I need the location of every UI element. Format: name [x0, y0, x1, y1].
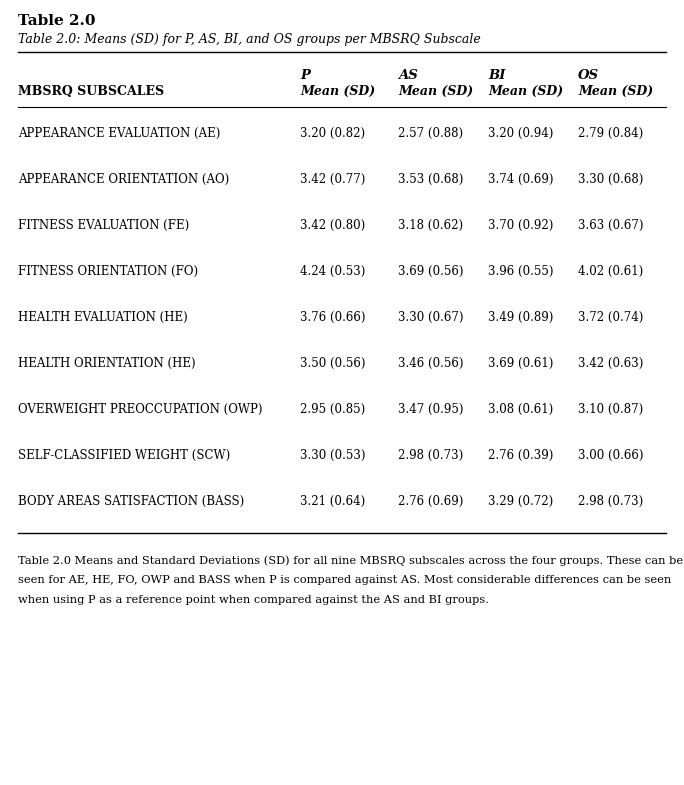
Text: 3.10 (0.87): 3.10 (0.87) — [578, 403, 643, 416]
Text: 3.20 (0.94): 3.20 (0.94) — [488, 127, 553, 140]
Text: 3.72 (0.74): 3.72 (0.74) — [578, 311, 644, 324]
Text: Mean (SD): Mean (SD) — [488, 85, 563, 98]
Text: 3.30 (0.67): 3.30 (0.67) — [398, 311, 464, 324]
Text: BODY AREAS SATISFACTION (BASS): BODY AREAS SATISFACTION (BASS) — [18, 495, 244, 508]
Text: Mean (SD): Mean (SD) — [300, 85, 375, 98]
Text: HEALTH ORIENTATION (HE): HEALTH ORIENTATION (HE) — [18, 357, 196, 370]
Text: 3.47 (0.95): 3.47 (0.95) — [398, 403, 464, 416]
Text: 3.21 (0.64): 3.21 (0.64) — [300, 495, 365, 508]
Text: 3.30 (0.68): 3.30 (0.68) — [578, 173, 644, 186]
Text: 3.74 (0.69): 3.74 (0.69) — [488, 173, 553, 186]
Text: Table 2.0: Means (SD) for P, AS, BI, and OS groups per MBSRQ Subscale: Table 2.0: Means (SD) for P, AS, BI, and… — [18, 33, 481, 46]
Text: 3.46 (0.56): 3.46 (0.56) — [398, 357, 464, 370]
Text: MBSRQ SUBSCALES: MBSRQ SUBSCALES — [18, 85, 164, 98]
Text: FITNESS EVALUATION (FE): FITNESS EVALUATION (FE) — [18, 219, 189, 232]
Text: FITNESS ORIENTATION (FO): FITNESS ORIENTATION (FO) — [18, 265, 198, 278]
Text: 3.63 (0.67): 3.63 (0.67) — [578, 219, 644, 232]
Text: 3.70 (0.92): 3.70 (0.92) — [488, 219, 553, 232]
Text: 3.69 (0.56): 3.69 (0.56) — [398, 265, 464, 278]
Text: Table 2.0: Table 2.0 — [18, 14, 96, 28]
Text: 3.30 (0.53): 3.30 (0.53) — [300, 449, 365, 462]
Text: Table 2.0 Means and Standard Deviations (SD) for all nine MBSRQ subscales across: Table 2.0 Means and Standard Deviations … — [18, 555, 683, 565]
Text: 3.00 (0.66): 3.00 (0.66) — [578, 449, 644, 462]
Text: 2.57 (0.88): 2.57 (0.88) — [398, 127, 463, 140]
Text: 3.42 (0.80): 3.42 (0.80) — [300, 219, 365, 232]
Text: 2.76 (0.69): 2.76 (0.69) — [398, 495, 463, 508]
Text: 3.18 (0.62): 3.18 (0.62) — [398, 219, 463, 232]
Text: 3.20 (0.82): 3.20 (0.82) — [300, 127, 365, 140]
Text: 3.49 (0.89): 3.49 (0.89) — [488, 311, 553, 324]
Text: 3.08 (0.61): 3.08 (0.61) — [488, 403, 553, 416]
Text: HEALTH EVALUATION (HE): HEALTH EVALUATION (HE) — [18, 311, 187, 324]
Text: 3.96 (0.55): 3.96 (0.55) — [488, 265, 553, 278]
Text: 2.95 (0.85): 2.95 (0.85) — [300, 403, 365, 416]
Text: OS: OS — [578, 69, 599, 82]
Text: when using P as a reference point when compared against the AS and BI groups.: when using P as a reference point when c… — [18, 595, 489, 605]
Text: 4.02 (0.61): 4.02 (0.61) — [578, 265, 643, 278]
Text: 3.50 (0.56): 3.50 (0.56) — [300, 357, 365, 370]
Text: Mean (SD): Mean (SD) — [578, 85, 653, 98]
Text: 3.69 (0.61): 3.69 (0.61) — [488, 357, 553, 370]
Text: Mean (SD): Mean (SD) — [398, 85, 473, 98]
Text: SELF-CLASSIFIED WEIGHT (SCW): SELF-CLASSIFIED WEIGHT (SCW) — [18, 449, 231, 462]
Text: 3.53 (0.68): 3.53 (0.68) — [398, 173, 463, 186]
Text: APPEARANCE EVALUATION (AE): APPEARANCE EVALUATION (AE) — [18, 127, 220, 140]
Text: 3.42 (0.77): 3.42 (0.77) — [300, 173, 365, 186]
Text: 2.79 (0.84): 2.79 (0.84) — [578, 127, 643, 140]
Text: BI: BI — [488, 69, 505, 82]
Text: APPEARANCE ORIENTATION (AO): APPEARANCE ORIENTATION (AO) — [18, 173, 229, 186]
Text: 4.24 (0.53): 4.24 (0.53) — [300, 265, 365, 278]
Text: 2.76 (0.39): 2.76 (0.39) — [488, 449, 553, 462]
Text: 3.42 (0.63): 3.42 (0.63) — [578, 357, 644, 370]
Text: AS: AS — [398, 69, 418, 82]
Text: OVERWEIGHT PREOCCUPATION (OWP): OVERWEIGHT PREOCCUPATION (OWP) — [18, 403, 263, 416]
Text: 3.76 (0.66): 3.76 (0.66) — [300, 311, 365, 324]
Text: seen for AE, HE, FO, OWP and BASS when P is compared against AS. Most considerab: seen for AE, HE, FO, OWP and BASS when P… — [18, 575, 671, 585]
Text: 2.98 (0.73): 2.98 (0.73) — [398, 449, 463, 462]
Text: P: P — [300, 69, 310, 82]
Text: 2.98 (0.73): 2.98 (0.73) — [578, 495, 643, 508]
Text: 3.29 (0.72): 3.29 (0.72) — [488, 495, 553, 508]
